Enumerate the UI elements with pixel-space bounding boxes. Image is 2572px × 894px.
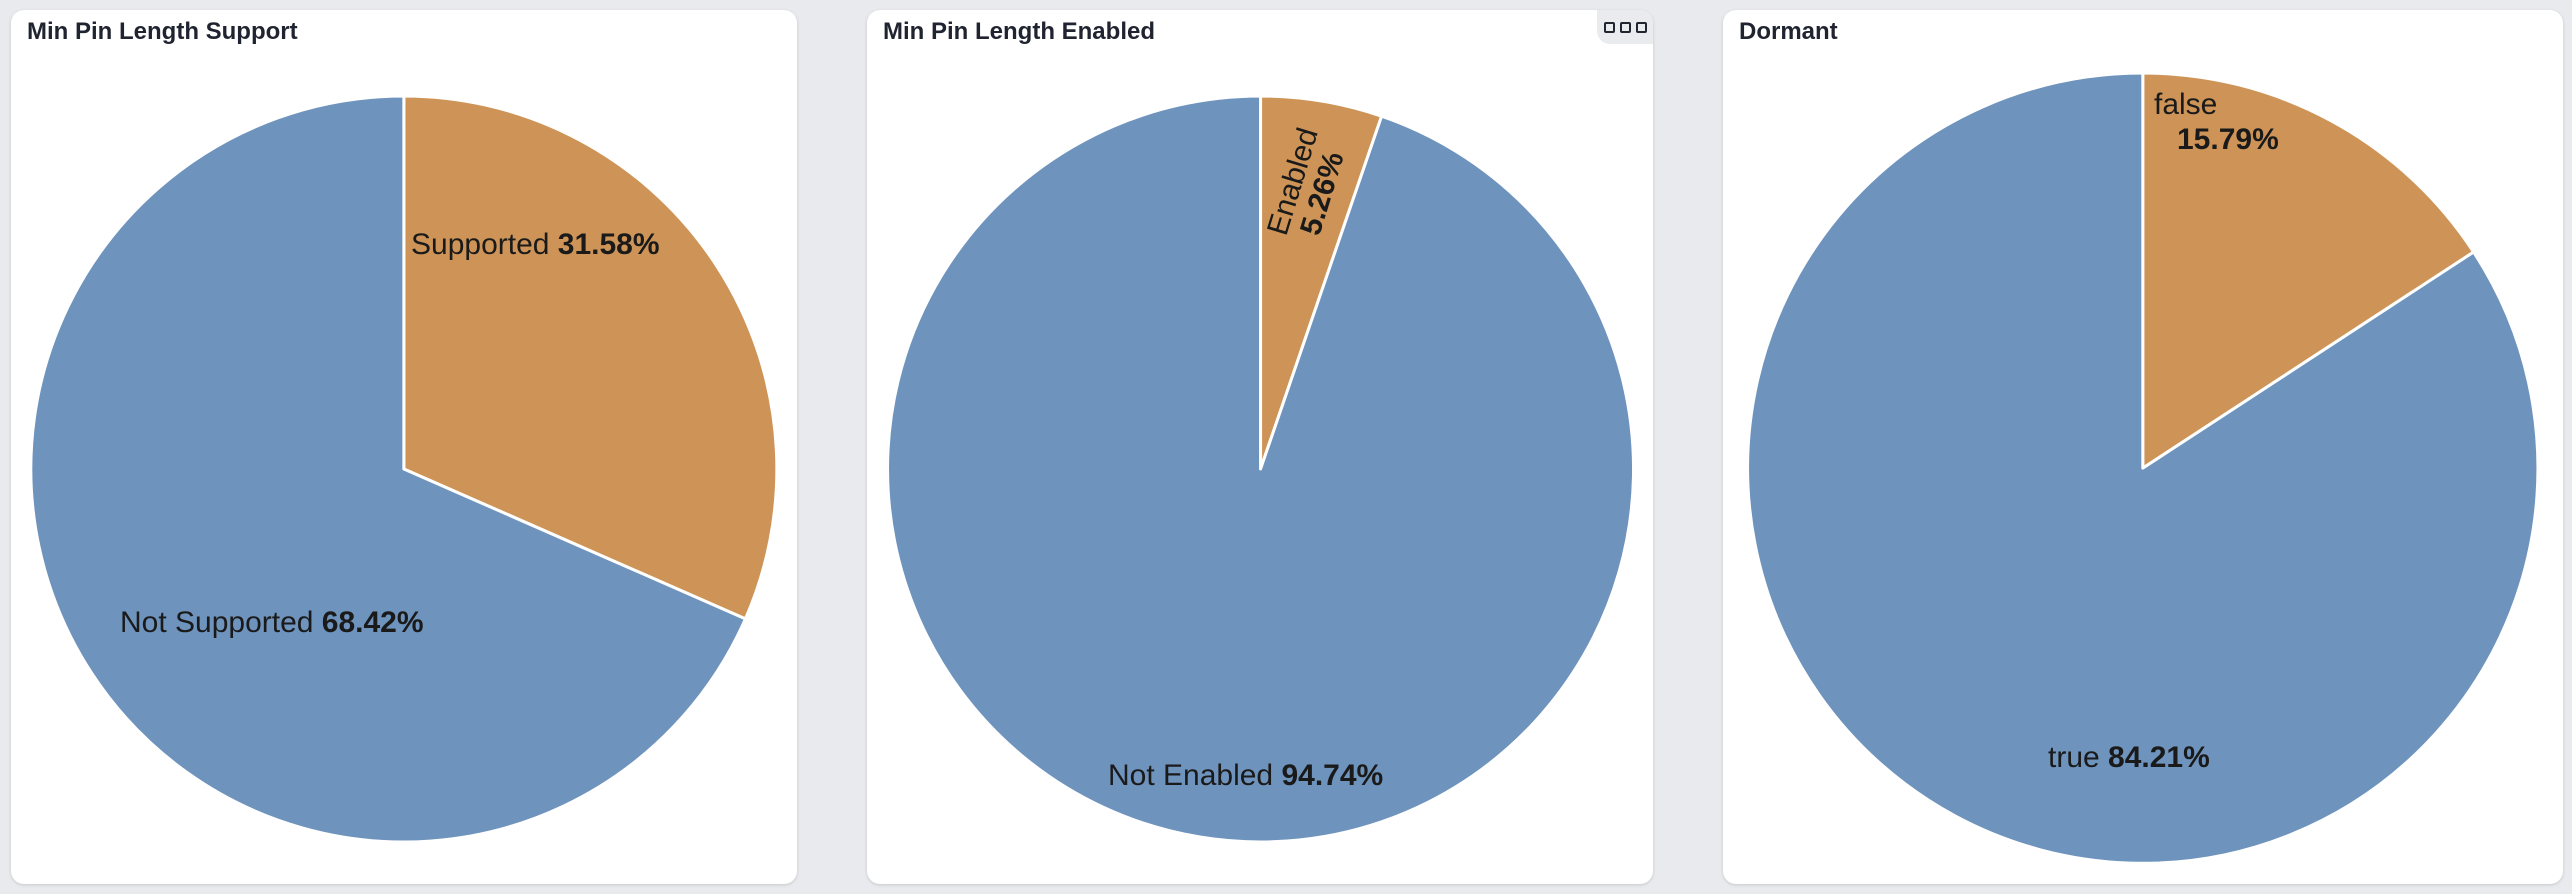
svg-text:Not Supported 68.42%: Not Supported 68.42% <box>120 606 424 639</box>
svg-text:false: false <box>2154 88 2217 121</box>
svg-text:15.79%: 15.79% <box>2177 123 2279 156</box>
svg-text:Not Enabled 94.74%: Not Enabled 94.74% <box>1108 759 1383 792</box>
svg-text:Supported 31.58%: Supported 31.58% <box>411 228 660 261</box>
svg-text:true 84.21%: true 84.21% <box>2048 741 2210 774</box>
